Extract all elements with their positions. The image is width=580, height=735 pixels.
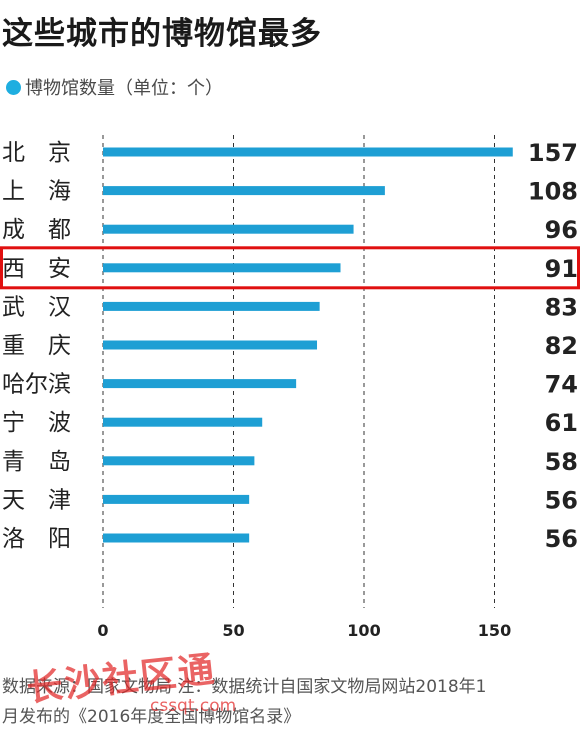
value-label: 56 xyxy=(545,486,578,514)
value-labels: 157 108 96 91 83 82 74 61 58 56 56 xyxy=(528,139,578,553)
category-label: 成 都 xyxy=(2,217,71,243)
category-label: 北 京 xyxy=(2,140,71,166)
category-label: 宁 波 xyxy=(2,410,71,436)
x-tick-labels: 0 50 100 150 xyxy=(97,621,511,640)
value-label: 83 xyxy=(545,293,578,321)
value-label: 82 xyxy=(545,332,578,360)
value-label: 157 xyxy=(528,139,578,167)
value-label: 61 xyxy=(545,409,578,437)
bar xyxy=(103,224,354,234)
highlight-box xyxy=(0,246,580,290)
bar xyxy=(103,147,513,157)
x-tick-label: 150 xyxy=(478,621,511,640)
source-note-line-1: 数据来源：国家文物局 注：数据统计自国家文物局网站2018年1 xyxy=(2,677,487,697)
category-label: 重 庆 xyxy=(2,333,71,359)
bar xyxy=(103,417,263,427)
x-tick-label: 100 xyxy=(347,621,380,640)
source-note: 数据来源：国家文物局 注：数据统计自国家文物局网站2018年1 月发布的《201… xyxy=(2,672,578,732)
bar xyxy=(103,186,385,196)
legend-swatch xyxy=(6,79,21,95)
chart-title: 这些城市的博物馆最多 xyxy=(2,16,322,52)
bars xyxy=(103,147,513,543)
gridlines xyxy=(102,135,495,608)
x-tick-label: 50 xyxy=(222,621,244,640)
bar xyxy=(103,301,320,311)
bar xyxy=(103,456,255,466)
value-label: 96 xyxy=(545,216,578,244)
bar xyxy=(103,533,250,543)
legend-label: 博物馆数量（单位：个） xyxy=(25,78,223,99)
bar xyxy=(103,379,297,389)
value-label: 108 xyxy=(528,178,578,206)
category-label: 西 安 xyxy=(2,256,71,282)
source-note-line-2: 月发布的《2016年度全国博物馆名录》 xyxy=(2,707,301,727)
value-label: 56 xyxy=(545,525,578,553)
value-label: 74 xyxy=(545,371,578,399)
value-label: 58 xyxy=(545,448,578,476)
category-label: 武 汉 xyxy=(2,294,71,320)
value-label: 91 xyxy=(545,255,578,283)
category-label: 青 岛 xyxy=(2,449,71,475)
category-label: 洛 阳 xyxy=(2,526,71,552)
bar xyxy=(103,340,318,350)
highlight-rect xyxy=(0,246,580,290)
category-label: 上 海 xyxy=(2,179,71,205)
category-label: 哈尔滨 xyxy=(2,372,71,398)
bar xyxy=(103,263,341,273)
x-tick-label: 0 xyxy=(97,621,108,640)
legend: 博物馆数量（单位：个） xyxy=(6,74,223,100)
category-label: 天 津 xyxy=(2,487,71,513)
bar xyxy=(103,494,250,504)
